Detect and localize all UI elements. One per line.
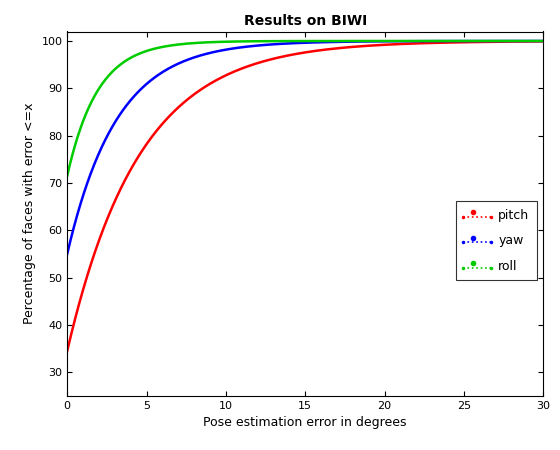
Legend: pitch, yaw, roll: pitch, yaw, roll <box>456 202 537 280</box>
X-axis label: Pose estimation error in degrees: Pose estimation error in degrees <box>203 416 407 429</box>
Y-axis label: Percentage of faces with error <=x: Percentage of faces with error <=x <box>23 103 36 324</box>
Title: Results on BIWI: Results on BIWI <box>244 14 367 27</box>
